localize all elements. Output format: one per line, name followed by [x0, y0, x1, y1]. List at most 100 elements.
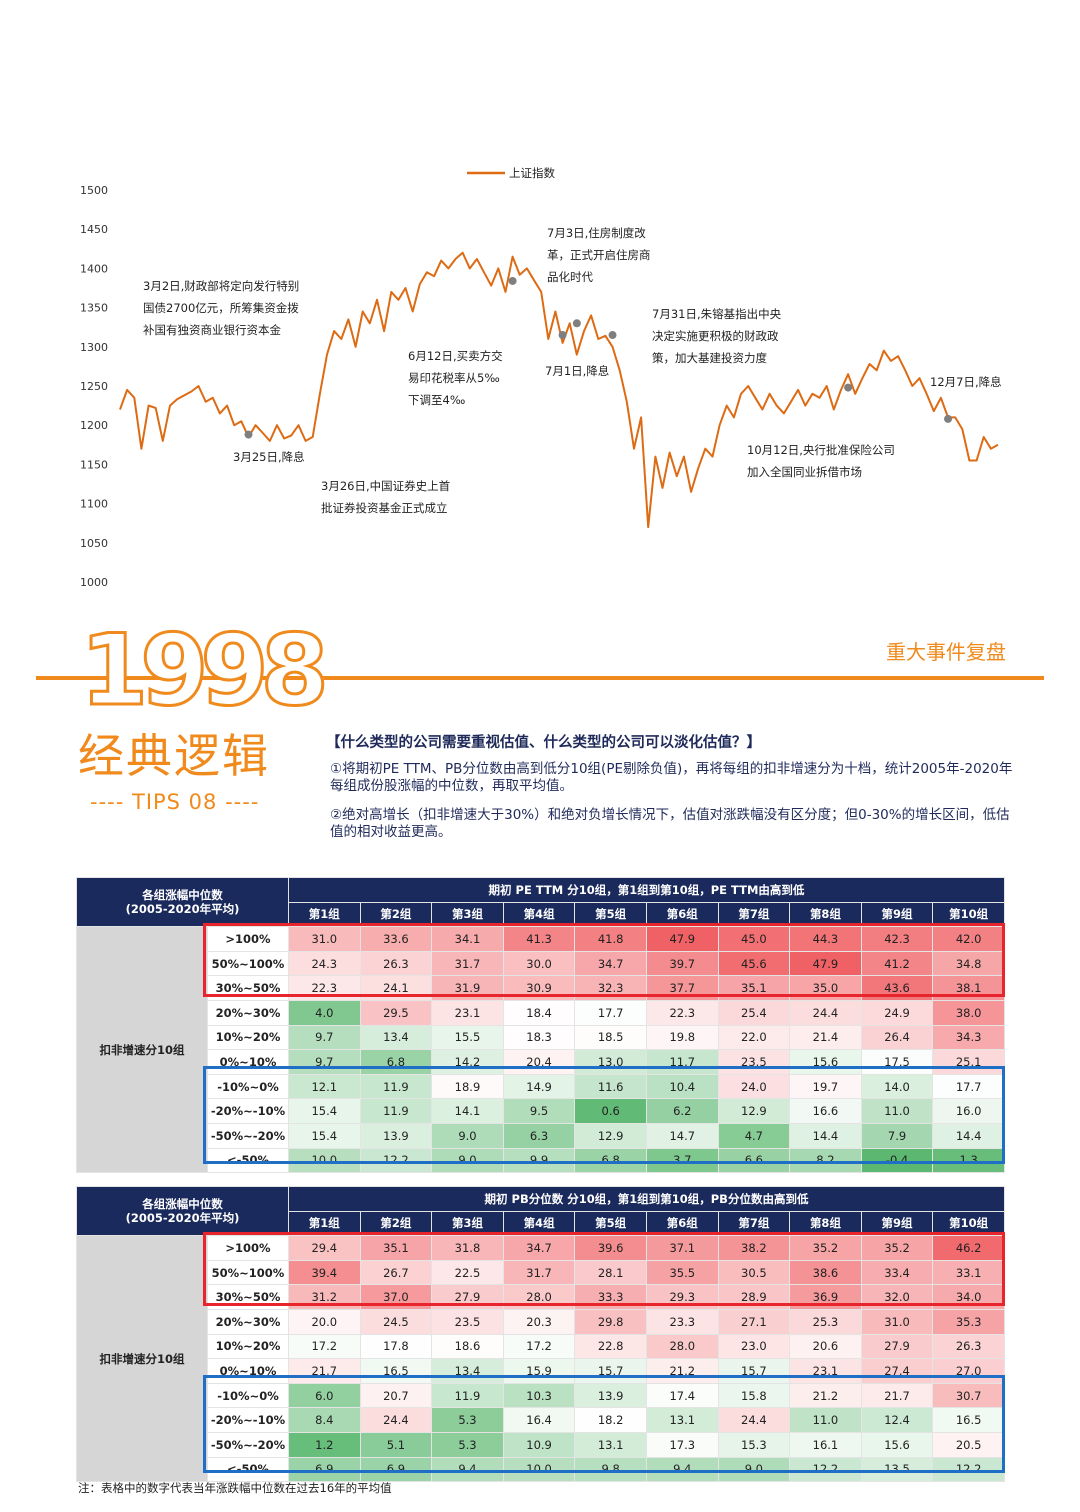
- value-cell: 13.9: [574, 1382, 647, 1409]
- event-marker: [608, 331, 617, 340]
- table-row: -10%~0% 6.0 20.7 11.9 10.3 13.9 17.4 15.8 21.2 21…: [77, 1382, 1005, 1409]
- classic-logic-heading: 经典逻辑: [78, 729, 270, 783]
- column-header: 第5组: [574, 901, 647, 928]
- row-label: 30%~50%: [207, 975, 289, 1001]
- value-cell: 22.8: [574, 1333, 647, 1360]
- value-cell: 42.3: [860, 926, 934, 952]
- value-cell: 13.0: [574, 1049, 647, 1075]
- row-label: 10%~20%: [207, 1333, 289, 1360]
- event-annotation: 7月31日,朱镕基指出中央决定实施更积极的财政政策，加大基建投资力度: [652, 307, 782, 365]
- value-cell: 33.6: [359, 926, 433, 952]
- value-cell: 1.2: [288, 1431, 361, 1458]
- column-header: 第5组: [574, 1210, 647, 1237]
- value-cell: 16.5: [359, 1358, 433, 1384]
- value-cell: 29.5: [359, 999, 433, 1026]
- value-cell: 6.3: [502, 1122, 576, 1149]
- event-annotation: 3月26日,中国证券史上首批证券投资基金正式成立: [321, 479, 450, 515]
- value-cell: 17.5: [860, 1049, 934, 1075]
- table-corner-header: 各组涨幅中位数 (2005-2020年平均): [76, 876, 289, 928]
- value-cell: 24.1: [359, 975, 433, 1001]
- value-cell: 9.0: [431, 1122, 504, 1149]
- table-row: -20%~-10% 8.4 24.4 5.3 16.4 18.2 13.1 24.4 11.0 1…: [77, 1407, 1005, 1433]
- value-cell: 31.7: [431, 950, 504, 977]
- y-tick-label: 1150: [80, 458, 108, 471]
- table-row: <-50% 6.9 6.9 9.4 10.0 9.8 9.4 9.0 12.2 13.5 12.2: [77, 1456, 1005, 1483]
- value-cell: 6.0: [288, 1382, 361, 1409]
- value-cell: 27.4: [860, 1358, 934, 1384]
- value-cell: 4.7: [717, 1122, 791, 1149]
- value-cell: 14.1: [431, 1098, 504, 1124]
- chart-legend: 上证指数: [467, 166, 555, 180]
- value-cell: 32.0: [860, 1284, 934, 1310]
- value-cell: 28.9: [717, 1284, 791, 1310]
- value-cell: 12.9: [717, 1098, 791, 1124]
- corner-line-1: 各组涨幅中位数: [142, 888, 223, 903]
- tips-label: ---- TIPS 08 ----: [90, 790, 260, 814]
- value-cell: 19.8: [645, 1024, 719, 1051]
- legend-label: 上证指数: [509, 166, 555, 180]
- question-title: 【什么类型的公司需要重视估值、什么类型的公司可以淡化估值？】: [326, 735, 761, 751]
- value-cell: 43.6: [860, 975, 934, 1001]
- value-cell: 9.4: [645, 1456, 719, 1483]
- value-cell: 5.1: [359, 1431, 433, 1458]
- column-header: 第4组: [502, 901, 576, 928]
- value-cell: 13.5: [860, 1456, 934, 1483]
- value-cell: 9.8: [574, 1456, 647, 1483]
- value-cell: 24.3: [288, 950, 361, 977]
- value-cell: 12.1: [288, 1073, 361, 1100]
- table-row: 10%~20% 17.2 17.8 18.6 17.2 22.8 28.0 23.0 20.6 2…: [77, 1333, 1005, 1360]
- row-label: 0%~10%: [207, 1049, 289, 1075]
- row-label: -20%~-10%: [207, 1098, 289, 1124]
- value-cell: 12.2: [932, 1456, 1005, 1483]
- value-cell: 35.1: [359, 1235, 433, 1261]
- value-cell: 7.9: [860, 1122, 934, 1149]
- column-header: 第1组: [288, 901, 361, 928]
- y-tick-label: 1500: [80, 184, 108, 197]
- event-annotation: 6月12日,买卖方交易印花税率从5‰下调至4‰: [408, 349, 503, 407]
- value-cell: 15.4: [288, 1122, 361, 1149]
- value-cell: 11.9: [359, 1098, 433, 1124]
- value-cell: 23.0: [717, 1333, 791, 1360]
- value-cell: 12.9: [574, 1122, 647, 1149]
- column-header: 第7组: [717, 1210, 791, 1237]
- value-cell: 27.9: [431, 1284, 504, 1310]
- value-cell: 20.6: [789, 1333, 862, 1360]
- value-cell: 20.0: [288, 1308, 361, 1335]
- value-cell: 6.8: [359, 1049, 433, 1075]
- column-header: 第1组: [288, 1210, 361, 1237]
- event-annotation: 12月7日,降息: [930, 375, 1002, 389]
- value-cell: 28.1: [574, 1259, 647, 1286]
- value-cell: 30.5: [717, 1259, 791, 1286]
- value-cell: 15.8: [717, 1382, 791, 1409]
- value-cell: 25.4: [717, 999, 791, 1026]
- value-cell: 26.4: [860, 1024, 934, 1051]
- value-cell: 35.2: [789, 1235, 862, 1261]
- value-cell: 23.5: [431, 1308, 504, 1335]
- value-cell: 30.0: [502, 950, 576, 977]
- row-label: 10%~20%: [207, 1024, 289, 1051]
- value-cell: 23.5: [717, 1049, 791, 1075]
- value-cell: 38.6: [789, 1259, 862, 1286]
- row-label: <-50%: [207, 1147, 289, 1174]
- value-cell: 13.1: [645, 1407, 719, 1433]
- value-cell: 3.7: [645, 1147, 719, 1174]
- column-header: 第3组: [431, 1210, 504, 1237]
- value-cell: 38.2: [717, 1235, 791, 1261]
- value-cell: 17.8: [359, 1333, 433, 1360]
- y-tick-label: 1450: [80, 223, 108, 236]
- value-cell: 9.4: [431, 1456, 504, 1483]
- value-cell: 33.4: [860, 1259, 934, 1286]
- row-label: 30%~50%: [207, 1284, 289, 1310]
- value-cell: 33.1: [932, 1259, 1005, 1286]
- value-cell: 14.9: [502, 1073, 576, 1100]
- value-cell: 20.5: [932, 1431, 1005, 1458]
- event-markers: [244, 276, 953, 439]
- value-cell: 17.7: [574, 999, 647, 1026]
- value-cell: 31.0: [860, 1308, 934, 1335]
- row-label: -10%~0%: [207, 1382, 289, 1409]
- column-header: 第10组: [932, 1210, 1005, 1237]
- table-row: -50%~-20% 1.2 5.1 5.3 10.9 13.1 17.3 15.3 16.1 15…: [77, 1431, 1005, 1458]
- value-cell: 34.0: [932, 1284, 1005, 1310]
- value-cell: -0.4: [860, 1147, 934, 1174]
- table-row: <-50% 10.0 12.2 9.0 9.9 6.8 3.7 6.6 8.2 -0.4 1.3: [77, 1147, 1005, 1174]
